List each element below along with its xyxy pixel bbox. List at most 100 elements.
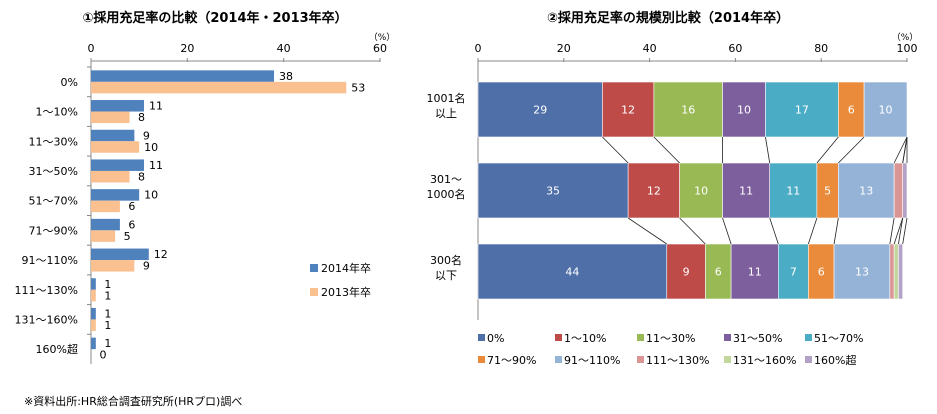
- chart-2-connector-0-6: [893, 136, 908, 164]
- chart-1-bar-s1-6: [91, 260, 135, 272]
- chart-2-connector-1-4: [807, 217, 818, 245]
- chart-2-segment-s3-2: [730, 243, 779, 300]
- chart-1-data-label-s1-8: 1: [104, 319, 111, 332]
- chart-1-data-label-s1-0: 53: [351, 81, 365, 94]
- chart-2-tick-4: 80: [814, 42, 828, 55]
- chart-2-connector-1-2: [722, 217, 732, 245]
- chart-2-connector-1-5: [833, 217, 839, 245]
- chart-2-data-label-s0-2: 44: [565, 266, 579, 279]
- chart-2-legend-label-2: 11～30%: [646, 332, 695, 345]
- chart-1-data-label-s1-2: 10: [144, 141, 158, 154]
- chart-1-bar-s0-5: [91, 218, 120, 231]
- chart-2-segment-s5-0: [838, 81, 865, 138]
- chart-2-legend-swatch-4: [805, 334, 812, 341]
- chart-2-data-label-s0-0: 29: [533, 104, 547, 117]
- chart-1-bar-s0-7: [91, 278, 96, 290]
- chart-1-data-label-s0-8: 1: [104, 307, 111, 320]
- chart-1-bar-s1-8: [91, 319, 96, 331]
- chart-2-legend-swatch-5: [478, 356, 485, 363]
- chart-2-segment-s4-2: [777, 243, 809, 300]
- chart-2-data-label-s2-1: 10: [694, 185, 708, 198]
- chart-1-tick-1: 20: [180, 42, 194, 55]
- chart-2-segment-s4-0: [765, 81, 839, 138]
- chart-2-segment-s4-1: [769, 162, 818, 219]
- chart-2-legend-swatch-3: [724, 334, 731, 341]
- chart-2-connector-1-1: [679, 217, 706, 245]
- chart-2-tick-1: 20: [557, 42, 571, 55]
- chart-2-segment-s2-2: [705, 243, 732, 300]
- chart-2-size-comparison: ②採用充足率の規模別比較（2014年卒） （%） 0 20 40 60 80 100 1001名…: [427, 10, 919, 367]
- chart-2-category-label-1-0: 301～: [430, 173, 462, 186]
- chart-2-data-label-s3-2: 11: [748, 266, 762, 279]
- chart-2-segment-s6-1: [838, 162, 895, 219]
- chart-2-legend-label-8: 131～160%: [733, 354, 796, 367]
- chart-2-segment-s1-1: [627, 162, 680, 219]
- chart-1-data-label-s0-6: 12: [154, 248, 168, 261]
- chart-2-connector-0-5: [838, 136, 865, 164]
- chart-2-legend-swatch-6: [555, 356, 562, 363]
- chart-2-category-label-2-1: 以下: [435, 269, 457, 282]
- chart-2-connector-1-9: [902, 217, 908, 245]
- chart-2-segment-s7-2: [889, 243, 895, 300]
- chart-2-segment-s2-0: [653, 81, 723, 138]
- chart-1-bar-s0-6: [91, 248, 149, 261]
- chart-1-bar-s1-3: [91, 170, 130, 183]
- chart-1-tick-3: 60: [373, 42, 387, 55]
- chart-1-bar-s1-2: [91, 141, 140, 153]
- chart-2-data-label-s6-2: 13: [855, 266, 869, 279]
- chart-1-bar-s1-1: [91, 111, 130, 124]
- chart-2-legend-swatch-7: [637, 356, 644, 363]
- chart-2-connector-0-8: [902, 136, 908, 164]
- chart-2-legend-swatch-9: [805, 356, 812, 363]
- chart-2-data-label-s5-0: 6: [848, 104, 855, 117]
- chart-2-legend-label-7: 111～130%: [646, 354, 709, 367]
- chart-1-tick-2: 40: [277, 42, 291, 55]
- chart-2-segment-s9-2: [898, 243, 904, 300]
- chart-2-connector-1-8: [898, 217, 904, 245]
- chart-1-bar-s0-3: [91, 159, 144, 171]
- chart-2-data-label-s2-2: 6: [715, 266, 722, 279]
- chart-1-data-label-s1-6: 9: [143, 260, 150, 273]
- chart-2-data-label-s1-0: 12: [621, 104, 635, 117]
- chart-1-category-label-0: 0%: [61, 76, 78, 89]
- chart-2-data-label-s2-0: 16: [681, 104, 695, 117]
- chart-1-adoption-rate-comparison: ①採用充足率の比較（2014年・2013年卒）（%）0 20 40 600% 38531…: [15, 10, 395, 364]
- chart-2-connector-1-3: [769, 217, 779, 245]
- chart-1-title: ①採用充足率の比較（2014年・2013年卒）: [82, 10, 347, 26]
- chart-2-segment-s3-0: [722, 81, 766, 138]
- chart-2-segment-s6-2: [833, 243, 891, 300]
- chart-2-tick-5: 100: [897, 42, 918, 55]
- chart-1-data-label-s1-9: 0: [100, 349, 107, 362]
- chart-1-tick-0: 0: [88, 42, 95, 55]
- chart-1-legend-swatch-1: [310, 288, 318, 296]
- chart-2-connector-1-7: [893, 217, 904, 245]
- chart-2-connector-0-0: [602, 136, 629, 164]
- chart-1-data-label-s1-7: 1: [104, 289, 111, 302]
- chart-2-connector-0-1: [653, 136, 680, 164]
- chart-1-bar-s0-4: [91, 189, 140, 201]
- chart-2-connector-0-4: [816, 136, 839, 164]
- chart-1-category-label-4: 51～70%: [29, 195, 78, 208]
- chart-1-data-label-s0-0: 38: [279, 70, 293, 83]
- chart-2-segment-s3-1: [722, 162, 771, 219]
- chart-2-category-label-2-0: 300名: [430, 253, 462, 267]
- chart-1-bar-s0-1: [91, 100, 144, 112]
- chart-2-data-label-s6-0: 10: [879, 104, 893, 117]
- chart-2-tick-2: 40: [643, 42, 657, 55]
- chart-2-data-label-s3-1: 11: [739, 185, 753, 198]
- chart-1-bar-s0-2: [91, 129, 135, 142]
- chart-1-data-label-s1-4: 6: [128, 200, 135, 213]
- chart-1-data-label-s0-5: 6: [128, 218, 135, 231]
- chart-2-connector-1-0: [627, 217, 667, 245]
- chart-1-category-label-2: 11～30%: [29, 135, 78, 148]
- chart-1-category-label-1: 1～10%: [36, 106, 78, 119]
- chart-1-bar-s1-0: [91, 81, 347, 94]
- chart-1-category-label-9: 160%超: [36, 342, 78, 356]
- chart-2-category-label-0-0: 1001名: [427, 91, 466, 105]
- chart-1-data-label-s0-3: 11: [149, 159, 163, 172]
- chart-1-category-label-3: 31～50%: [29, 165, 78, 178]
- chart-2-legend-label-9: 160%超: [814, 353, 856, 367]
- chart-2-segment-s2-1: [679, 162, 723, 219]
- chart-2-segment-s8-2: [893, 243, 899, 300]
